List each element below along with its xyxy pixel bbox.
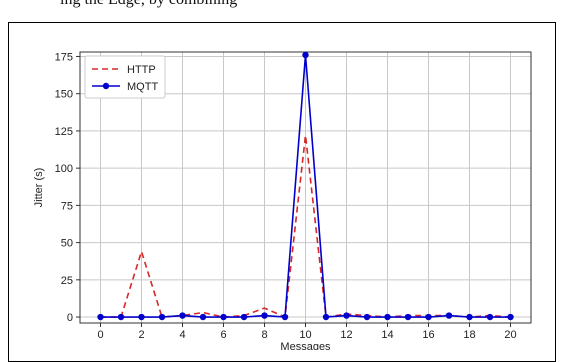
- data-point-mqtt: [281, 313, 289, 321]
- x-tick-label: 20: [504, 329, 516, 341]
- caption-fragment: ing the Edge, by combining: [0, 0, 567, 20]
- data-point-mqtt: [384, 313, 391, 321]
- data-point-mqtt: [466, 313, 473, 321]
- x-tick-label: 14: [381, 329, 393, 341]
- x-ticks: 0 2 4 6 8 10 12 14 16 18 20: [97, 323, 517, 341]
- y-tick-label: 150: [55, 89, 73, 101]
- y-tick-label: 50: [61, 238, 73, 250]
- data-point-mqtt: [486, 313, 494, 321]
- series-group: [97, 51, 514, 321]
- x-tick-label: 16: [422, 329, 434, 341]
- x-tick-label: 0: [97, 329, 103, 341]
- data-point-mqtt: [117, 313, 125, 321]
- y-tick-label: 25: [61, 275, 73, 287]
- data-point-mqtt: [240, 313, 248, 321]
- data-point-mqtt: [261, 312, 268, 319]
- data-point-mqtt: [363, 313, 371, 321]
- x-tick-label: 18: [463, 329, 475, 341]
- data-point-mqtt: [302, 51, 309, 59]
- data-point-mqtt: [507, 313, 514, 321]
- x-axis-label: Messages: [280, 341, 331, 350]
- data-point-mqtt: [158, 313, 166, 321]
- legend: HTTP MQTT: [84, 55, 166, 99]
- x-tick-label: 10: [299, 329, 311, 341]
- legend-marker-mqtt: [102, 82, 110, 90]
- x-tick-label: 4: [179, 329, 185, 341]
- y-axis-label: Jitter (s): [33, 168, 45, 208]
- data-point-mqtt: [97, 313, 104, 321]
- x-tick-label: 2: [138, 329, 144, 341]
- legend-label-http: HTTP: [127, 64, 156, 76]
- y-tick-label: 100: [55, 163, 73, 175]
- y-tick-label: 75: [61, 200, 73, 212]
- x-tick-label: 6: [220, 329, 226, 341]
- data-point-mqtt: [404, 313, 412, 321]
- x-tick-label: 12: [340, 329, 352, 341]
- data-point-mqtt: [445, 312, 453, 319]
- data-point-mqtt: [179, 312, 186, 319]
- data-point-mqtt: [425, 313, 432, 321]
- y-ticks: 0 25 50 75 100 125 150 175: [55, 51, 80, 324]
- y-tick-label: 175: [55, 51, 73, 63]
- legend-label-mqtt: MQTT: [127, 81, 158, 93]
- data-point-mqtt: [138, 313, 145, 321]
- data-point-mqtt: [199, 313, 207, 321]
- jitter-chart: 0 2 4 6 8 10 12 14 16 18 20 0 25 50 75 100 125 150 175 Me…: [33, 51, 532, 350]
- data-point-mqtt: [220, 313, 227, 321]
- data-point-mqtt: [343, 312, 350, 319]
- x-tick-label: 8: [261, 329, 267, 341]
- caption-text: ing the Edge, by combining: [60, 0, 237, 9]
- y-tick-label: 125: [55, 126, 73, 138]
- data-point-mqtt: [322, 313, 330, 321]
- y-tick-label: 0: [67, 312, 73, 324]
